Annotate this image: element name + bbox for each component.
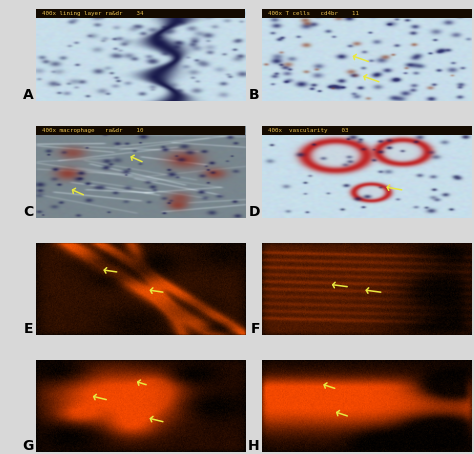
Text: H: H xyxy=(248,439,260,453)
Text: D: D xyxy=(248,205,260,219)
Text: E: E xyxy=(24,322,34,336)
Text: B: B xyxy=(249,88,260,102)
Text: C: C xyxy=(23,205,34,219)
Text: A: A xyxy=(23,88,34,102)
Text: F: F xyxy=(250,322,260,336)
Text: G: G xyxy=(22,439,34,453)
